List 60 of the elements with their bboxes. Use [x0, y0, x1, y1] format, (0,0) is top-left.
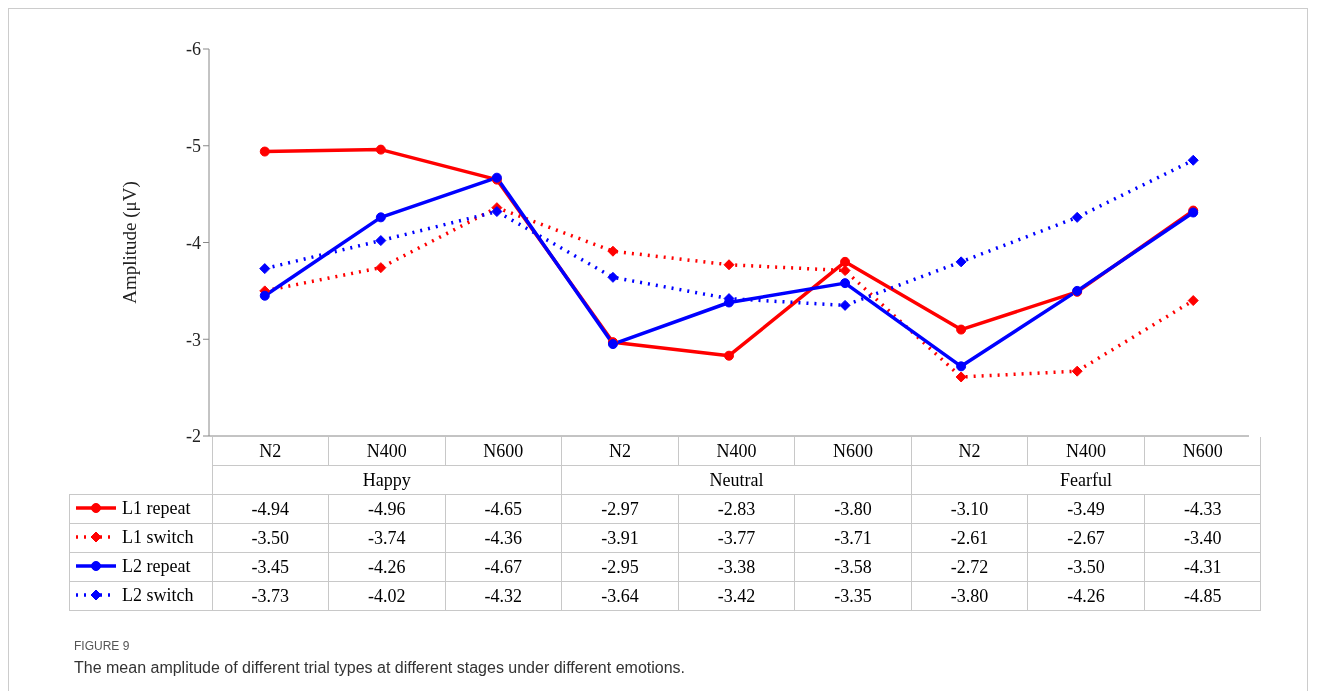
legend-label: L2 switch — [122, 584, 194, 606]
data-label: -4.94 — [212, 494, 329, 524]
data-label: -4.26 — [328, 552, 446, 582]
data-label: -3.64 — [561, 581, 679, 611]
legend-label: L1 switch — [122, 526, 194, 548]
data-label: -3.42 — [678, 581, 795, 611]
data-label: -4.32 — [445, 581, 562, 611]
x-tick-label: N600 — [1144, 437, 1261, 466]
x-tick-label: N400 — [328, 437, 446, 466]
data-label: -4.65 — [445, 494, 562, 524]
text: Fearful — [911, 465, 1261, 495]
data-label: -3.45 — [212, 552, 329, 582]
y-tick-label: -5 — [186, 136, 201, 157]
data-label: -3.77 — [678, 523, 795, 553]
x-tick-label: N400 — [678, 437, 795, 466]
x-tick-label: N2 — [212, 437, 329, 466]
x-tick-label: N2 — [561, 437, 679, 466]
data-label: -2.72 — [911, 552, 1028, 582]
data-label: -4.02 — [328, 581, 446, 611]
x-tick-label: N2 — [911, 437, 1028, 466]
x-tick-label: N600 — [445, 437, 562, 466]
data-label: -3.73 — [212, 581, 329, 611]
data-label: -2.97 — [561, 494, 679, 524]
data-label: -3.80 — [911, 581, 1028, 611]
y-tick-label: -6 — [186, 39, 201, 60]
caption: FIGURE 9 — [74, 639, 131, 653]
text: Neutral — [561, 465, 912, 495]
data-label: -3.58 — [794, 552, 912, 582]
data-label: -3.80 — [794, 494, 912, 524]
y-tick-label: -2 — [186, 426, 201, 447]
y-tick-label: -3 — [186, 329, 201, 350]
data-label: -4.36 — [445, 523, 562, 553]
legend-label: L2 repeat — [122, 555, 191, 577]
data-label: -4.26 — [1027, 581, 1145, 611]
text: Happy — [212, 465, 562, 495]
data-label: -3.40 — [1144, 523, 1261, 553]
data-label: -4.31 — [1144, 552, 1261, 582]
x-tick-label: N600 — [794, 437, 912, 466]
data-label: -4.96 — [328, 494, 446, 524]
x-tick-label: N400 — [1027, 437, 1145, 466]
data-label: -2.95 — [561, 552, 679, 582]
text: The mean amplitude of different trial types at different stages under different emotions. — [74, 659, 687, 677]
y-axis-title: Amplitude (μV) — [118, 181, 141, 304]
data-label: -3.38 — [678, 552, 795, 582]
data-label: -3.91 — [561, 523, 679, 553]
data-label: -4.33 — [1144, 494, 1261, 524]
data-label: -3.74 — [328, 523, 446, 553]
data-label: -3.10 — [911, 494, 1028, 524]
y-tick-label: -4 — [186, 232, 201, 253]
data-label: -3.49 — [1027, 494, 1145, 524]
data-label: -4.85 — [1144, 581, 1261, 611]
data-label: -3.50 — [212, 523, 329, 553]
data-label: -3.71 — [794, 523, 912, 553]
data-label: -2.67 — [1027, 523, 1145, 553]
legend-label: L1 repeat — [122, 497, 191, 519]
data-label: -3.50 — [1027, 552, 1145, 582]
data-label: -4.67 — [445, 552, 562, 582]
data-label: -3.35 — [794, 581, 912, 611]
data-label: -2.61 — [911, 523, 1028, 553]
data-label: -2.83 — [678, 494, 795, 524]
